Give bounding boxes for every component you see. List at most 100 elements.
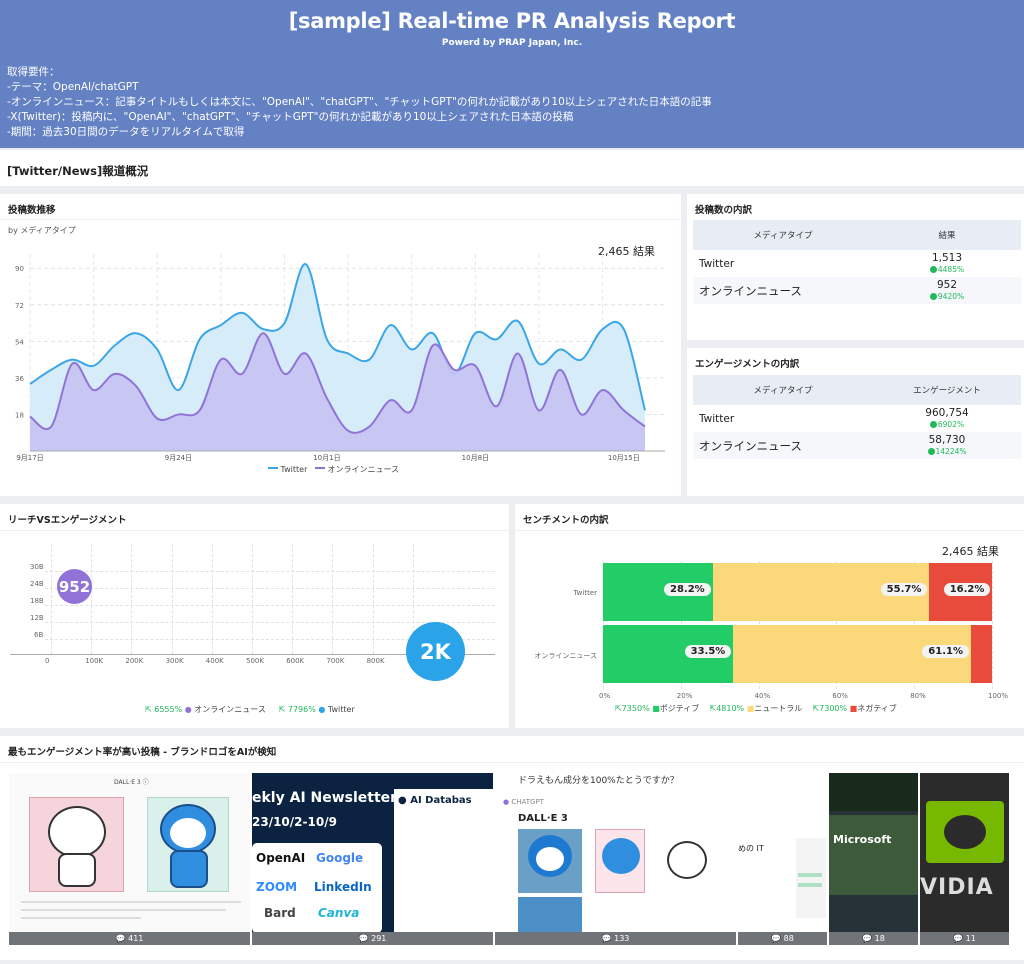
col-engagement: エンゲージメント [873,375,1021,405]
col-media-type: メディアタイプ [693,375,873,405]
comment-count-bar: 💬 291 [252,932,493,945]
legend-label: ニュートラル [754,704,803,713]
up-arrow-icon [929,292,937,300]
canva-logo: Canva [318,906,360,920]
ai-database-card: ● AI Databas [394,789,493,933]
thumb-sidebar [796,838,826,918]
doraemon-image [29,797,124,892]
sentiment-total: 2,465 結果 [942,545,999,558]
post-thumbnail[interactable]: VIDIA 💬 11 [920,773,1009,945]
doraemon-image [518,829,582,893]
x-tick-label: 100% [988,692,1009,700]
comment-icon: 💬 [358,934,372,943]
x-tick-label: 10月8日 [462,454,489,462]
grid-line [45,639,495,640]
post-breakdown-panel: 投稿数の内訳 メディアタイプ 結果 Twitter 1,513 4485% オンラ… [687,194,1024,340]
grid-line [131,544,133,654]
post-thumbnail[interactable]: ekly AI Newsletter 23/10/2-10/9 OpenAI G… [252,773,493,945]
x-tick-label: 200K [125,657,144,665]
growth-pct: 14224% [873,446,1021,457]
grid-line [45,571,495,572]
divider [0,762,1024,763]
x-tick-label: 800K [366,657,385,665]
posts-trend-panel: 投稿数推移 by メディアタイプ 2,465 結果 18 36 54 72 90 9月17… [0,194,681,496]
comment-count: 88 [783,934,794,943]
legend-dot: ● [184,705,192,714]
database-icon: ● [398,795,407,806]
report-subtitle: Powerd by PRAP Japan, Inc. [441,38,583,48]
doraemon-image [147,797,229,892]
comment-count-bar: 💬 11 [920,932,1009,945]
face-shape [667,841,707,879]
x-tick-label: 400K [205,657,224,665]
comment-icon: 💬 [115,934,129,943]
post-thumbnail[interactable]: Microsoft 💬 18 [829,773,918,945]
doraemon-image [655,829,719,893]
series-line-twitter [29,263,646,411]
requirement-line: 取得要件： [7,66,60,78]
posts-trend-title: 投稿数推移 [8,205,56,216]
x-tick-label: 40% [754,692,771,700]
post-thumbnail[interactable]: ドラえもん成分を100%たとうですか？ ● CHATGPT DALL·E 3 💬… [495,773,736,945]
posts-total: 2,465 結果 [598,245,655,258]
bar-segment-ネガティブ[interactable] [970,625,992,683]
row-value: 58,730 14224% [873,432,1021,459]
ceiling-lights [829,773,918,811]
row-name: Twitter [699,257,735,270]
engagement-breakdown-table: メディアタイプ エンゲージメント Twitter 960,754 6902% オン… [693,375,1021,459]
comment-icon: 💬 [601,934,615,943]
growth-pct-text: 4485% [937,264,965,274]
grid-line [412,544,414,654]
bar-value-label: 61.1% [922,645,969,658]
bubble-news[interactable]: 952 [57,569,92,604]
x-tick-label: 300K [165,657,184,665]
post-thumbnail[interactable]: DALL·E 3 ⓘ 💬 411 [9,773,250,945]
body-shape [170,850,208,888]
engagement-breakdown-panel: エンゲージメントの内訳 メディアタイプ エンゲージメント Twitter 960… [687,348,1024,496]
x-tick-label: 0 [45,657,50,665]
reach-engagement-title: リーチVSエンゲージメント [8,515,127,526]
legend-dot: ● [318,705,326,714]
comment-count: 133 [614,934,630,943]
x-tick-label: 9月17日 [16,454,43,462]
thumb-date: 23/10/2-10/9 [252,815,337,829]
x-tick-label: 20% [676,692,693,700]
chatgpt-icon: ● [503,798,510,806]
report-header: [sample] Real-time PR Analysis Report Po… [0,0,1024,148]
trend-legend: Twitter オンラインニュース [268,464,399,475]
linkedin-logo: LinkedIn [314,880,372,894]
category-label: Twitter [573,589,597,597]
y-tick-label: 18B [30,597,44,605]
legend-label: ポジティブ [659,704,700,713]
requirement-line: -X(Twitter)：投稿内に、"OpenAI"、"chatGPT"、"チャッ… [7,111,574,123]
col-media-type: メディアタイプ [693,220,873,250]
posts-trend-chart: 18 36 54 72 90 9月17日 9月24日 10月1日 10月8日 10月15日 [15,254,665,462]
row-name: オンラインニュース [699,438,802,453]
comment-icon: 💬 [862,934,875,943]
growth-pct-text: 6902% [937,419,965,429]
up-arrow-icon [927,447,935,455]
eye-shape [944,815,986,849]
post-thumbnail[interactable]: めの IT 💬 88 [738,773,827,945]
database-title: AI Databas [410,795,472,806]
by-media-label: by メディアタイプ [8,226,76,235]
bar-value-label: 28.2% [664,583,711,596]
comment-count: 11 [965,934,976,943]
microsoft-logo: Microsoft [833,833,892,846]
bubble-twitter[interactable]: 2K [406,622,465,681]
grid-line [91,544,93,654]
y-tick-label: 72 [15,302,24,310]
face-shape [602,838,640,874]
category-label: オンラインニュース [534,652,597,660]
report-title: [sample] Real-time PR Analysis Report [288,9,736,33]
post-breakdown-title: 投稿数の内訳 [695,205,753,216]
text-line [21,917,141,919]
face-shape [48,806,106,858]
zoom-logo: ZOOM [256,880,298,894]
comment-icon: 💬 [771,934,784,943]
doraemon-image [595,829,645,893]
y-tick-label: 30B [30,563,44,571]
growth-pct: 9420% [873,291,1021,302]
legend-pct: 7300% [819,704,848,713]
google-logo: Google [316,851,364,865]
